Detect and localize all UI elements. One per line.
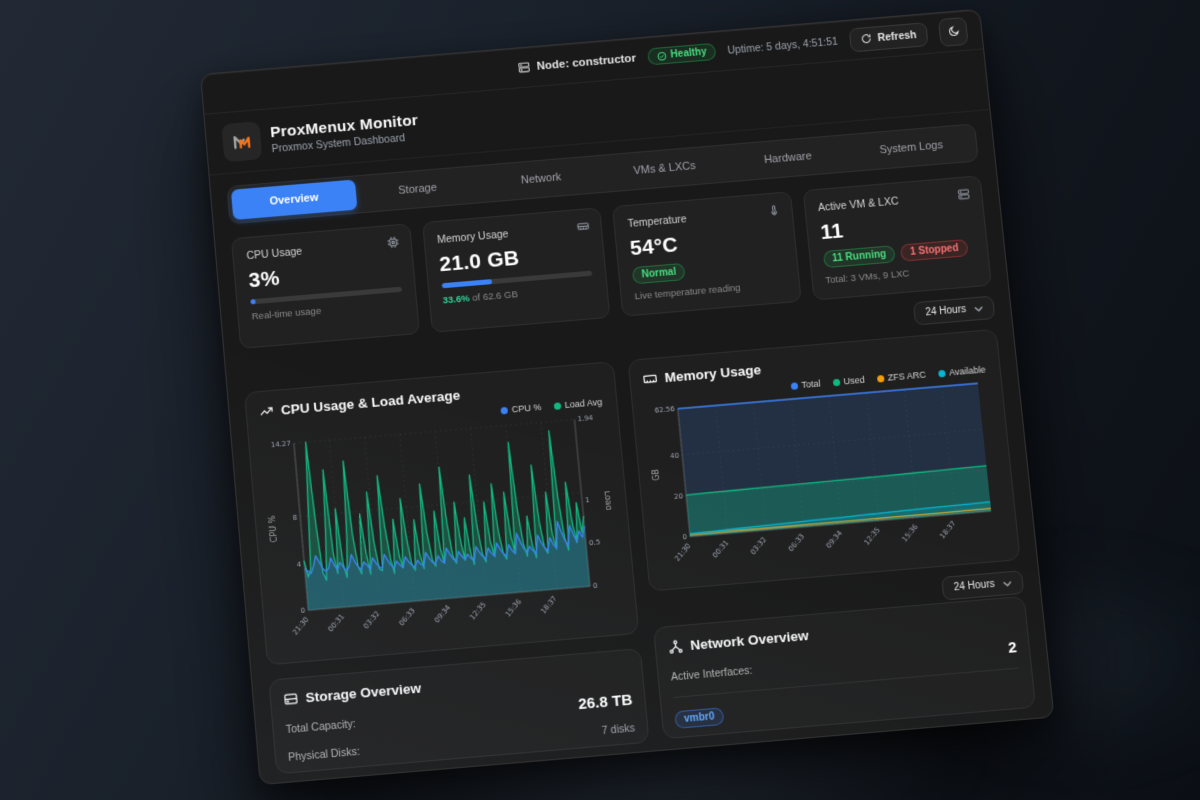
cpu-load-chart-card: CPU Usage & Load Average CPU % Load Avg … [244,361,640,666]
tab-vms-lxcs[interactable]: VMs & LXCs [601,148,727,188]
tab-storage[interactable]: Storage [354,169,480,209]
trending-up-icon [258,403,274,419]
theme-toggle-button[interactable] [937,16,969,47]
cpu-progress-fill [250,299,256,305]
svg-text:0: 0 [593,582,598,591]
svg-text:21:30: 21:30 [673,542,692,563]
storage-overview-card: Storage Overview Total Capacity: 26.8 TB… [268,648,650,775]
svg-text:40: 40 [670,451,680,460]
svg-text:Load: Load [602,490,613,510]
svg-text:00:31: 00:31 [327,612,346,633]
node-indicator: Node: constructor [517,52,636,75]
memory-usage-card: Memory Usage 21.0 GB 33.6% of 62.6 GB [421,207,611,333]
share-nodes-icon [667,638,684,655]
server-stack-icon [957,187,972,206]
svg-text:0: 0 [682,533,687,542]
svg-text:62.56: 62.56 [654,405,675,415]
svg-text:21:30: 21:30 [291,615,310,636]
svg-text:14.27: 14.27 [270,440,291,450]
svg-text:0.5: 0.5 [589,538,601,547]
svg-text:0: 0 [300,607,305,616]
svg-text:15:36: 15:36 [901,523,920,544]
svg-text:4: 4 [296,560,302,569]
tab-overview[interactable]: Overview [230,179,358,220]
header-titles: ProxMenux Monitor Proxmox System Dashboa… [270,111,420,154]
tab-hardware[interactable]: Hardware [725,138,851,178]
refresh-icon [862,34,872,44]
svg-text:06:33: 06:33 [787,532,806,553]
svg-text:1.94: 1.94 [577,414,594,423]
svg-text:00:31: 00:31 [711,539,730,560]
svg-text:09:34: 09:34 [433,603,453,625]
memory-area-chart: 0 20 40 62.56 21:30 00:31 03:32 06:33 09:34 12:35… [651,377,1003,563]
left-column: CPU Usage & Load Average CPU % Load Avg … [244,361,650,775]
dashboard-columns: CPU Usage & Load Average CPU % Load Avg … [227,319,1054,785]
app-window: Node: constructor Healthy Uptime: 5 days… [200,8,1055,786]
vm-running-badge: 11 Running [822,245,897,269]
svg-text:03:32: 03:32 [362,609,381,630]
hard-drive-icon [283,691,300,708]
top-status-bar: Node: constructor Healthy Uptime: 5 days… [201,9,984,115]
svg-text:1: 1 [585,496,590,505]
svg-text:12:35: 12:35 [468,600,487,621]
legend-item: Total [790,378,821,391]
tab-system-logs[interactable]: System Logs [848,128,974,168]
svg-text:GB: GB [651,469,661,482]
temperature-status-badge: Normal [631,262,687,285]
network-title: Network Overview [689,627,810,654]
chevron-down-icon [1002,580,1012,587]
memory-chart-title: Memory Usage [663,361,762,386]
ram-stick-icon [576,219,591,238]
svg-text:12:35: 12:35 [863,526,882,547]
svg-text:15:36: 15:36 [504,597,523,618]
uptime-text: Uptime: 5 days, 4:51:51 [726,35,839,57]
cpu-load-area-chart: 0 4 8 14.27 21:30 00:31 03:32 06:33 09:34 12:35 15… [268,414,614,636]
svg-text:18:37: 18:37 [938,519,957,540]
interface-badge: vmbr0 [674,707,725,729]
storage-title: Storage Overview [304,680,422,706]
health-badge: Healthy [646,42,717,66]
memory-chart-card: Memory Usage Total Used ZFS ARC Availabl… [627,328,1021,592]
svg-text:20: 20 [674,492,684,501]
svg-text:06:33: 06:33 [398,606,417,627]
svg-text:8: 8 [292,513,297,522]
svg-text:CPU %: CPU % [268,515,279,543]
temperature-card: Temperature 54°C Normal Live temperature… [611,191,802,317]
node-label: Node: constructor [536,52,637,73]
active-vm-lxc-card: Active VM & LXC 11 11 Running 1 Stopped … [802,175,992,301]
tab-network[interactable]: Network [478,159,604,199]
legend-item: CPU % [500,402,542,416]
thermometer-icon [766,203,781,222]
chevron-down-icon [974,305,984,312]
app-header: ProxMenux Monitor Proxmox System Dashboa… [204,49,990,176]
ram-stick-icon [642,371,659,387]
svg-text:18:37: 18:37 [539,594,558,615]
server-icon [518,62,530,73]
legend-item: Used [832,375,865,388]
check-circle-icon [657,51,667,61]
right-column: Memory Usage Total Used ZFS ARC Availabl… [627,328,1037,740]
svg-text:09:34: 09:34 [825,529,845,550]
svg-text:03:32: 03:32 [749,535,768,556]
cpu-usage-card: CPU Usage 3% Real-time usage [230,223,420,349]
cpu-chip-icon [386,235,401,254]
proxmenux-m-logo [221,121,263,163]
refresh-button[interactable]: Refresh [848,21,929,52]
moon-icon [946,24,960,38]
vm-stopped-badge: 1 Stopped [900,239,969,262]
memory-progress-fill [441,279,493,289]
